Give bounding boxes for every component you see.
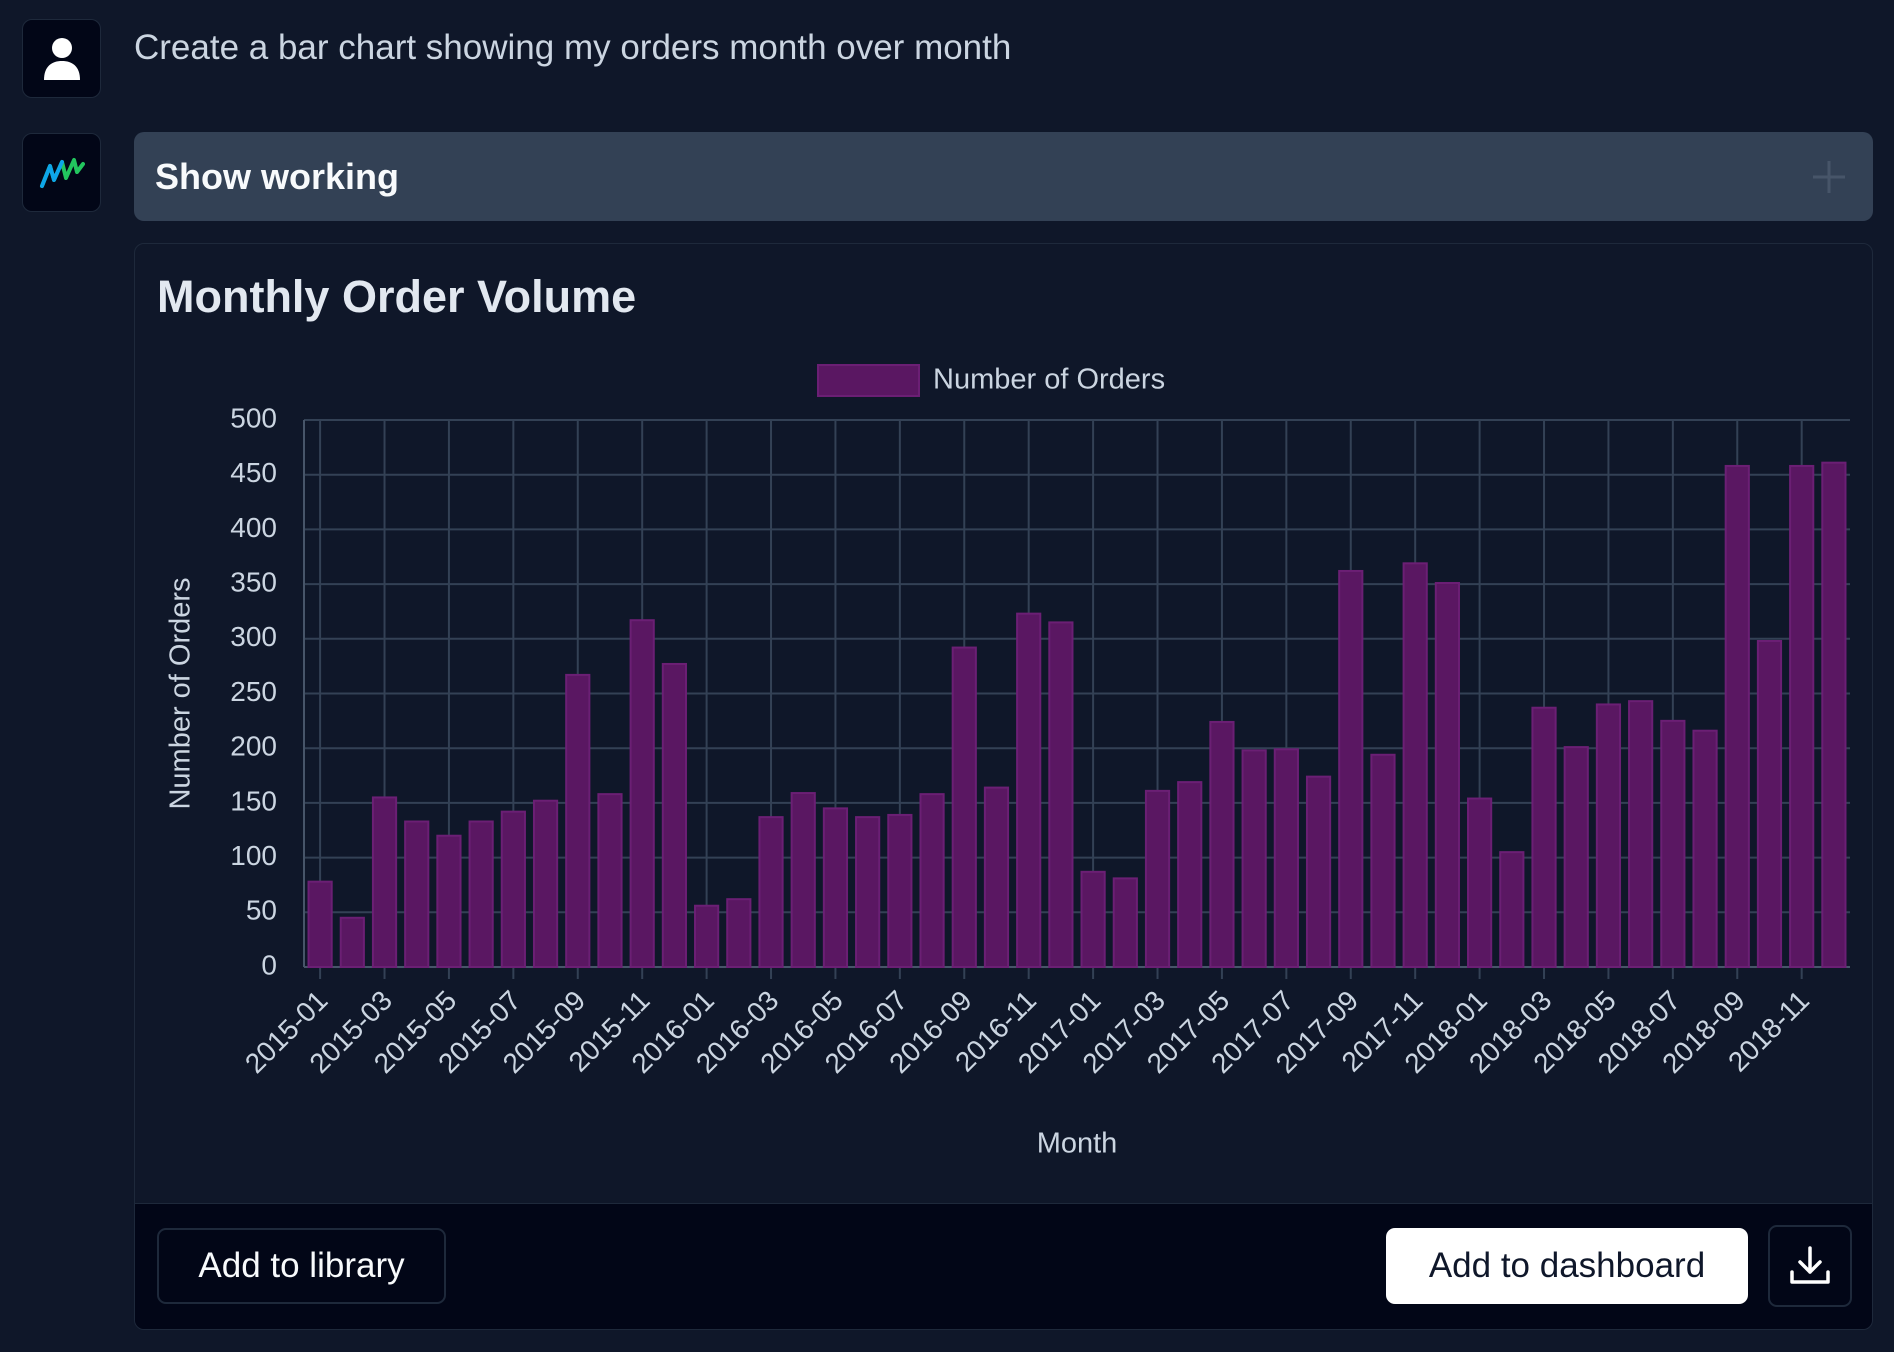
- bar: [1531, 706, 1557, 968]
- bar: [1080, 870, 1106, 969]
- bar: [887, 813, 913, 969]
- bar: [1724, 464, 1750, 968]
- y-tick-label: 50: [246, 895, 277, 926]
- bar: [1144, 789, 1171, 969]
- bar: [597, 793, 623, 969]
- bar: [1692, 729, 1718, 969]
- bar: [1628, 700, 1654, 968]
- bar: [983, 786, 1010, 968]
- legend-swatch: [817, 364, 920, 397]
- show-working-label: Show working: [155, 155, 400, 197]
- bar: [1499, 851, 1525, 969]
- bar: [1434, 582, 1460, 968]
- bar: [1241, 749, 1267, 968]
- bar: [339, 916, 365, 969]
- bar: [565, 673, 591, 968]
- bar: [1370, 753, 1396, 968]
- bar: [1660, 719, 1686, 968]
- bar: [1338, 569, 1364, 968]
- chart: Monthly Order Volume Number of Orders 0 50…: [157, 271, 1850, 1160]
- bar: [790, 792, 816, 969]
- bar: [726, 898, 752, 968]
- y-tick-label: 350: [230, 566, 277, 597]
- bar: [855, 816, 881, 969]
- y-tick-label: 100: [230, 840, 277, 871]
- bar: [1756, 639, 1783, 968]
- bar: [532, 799, 559, 968]
- bar: [919, 793, 945, 969]
- bar: [1467, 797, 1493, 968]
- y-axis-title: Number of Orders: [165, 577, 197, 809]
- bar: [500, 810, 526, 968]
- bar: [1595, 703, 1622, 968]
- bar: [1048, 621, 1074, 968]
- add-to-library-button[interactable]: Add to library: [157, 1228, 446, 1304]
- bar: [822, 807, 849, 968]
- bar: [1016, 612, 1042, 968]
- bar: [468, 820, 494, 968]
- y-tick-label: 0: [261, 949, 277, 980]
- y-tick-label: 250: [230, 676, 277, 707]
- add-to-dashboard-button[interactable]: Add to dashboard: [1386, 1228, 1748, 1304]
- bar: [1402, 562, 1428, 968]
- bar: [694, 904, 720, 969]
- user-icon: [43, 37, 80, 80]
- show-working-toggle[interactable]: Show working: [134, 132, 1873, 221]
- y-tick-label: 300: [230, 621, 277, 652]
- bar: [1563, 746, 1589, 968]
- bar: [1789, 464, 1815, 968]
- x-axis-title: Month: [1037, 1128, 1118, 1160]
- y-tick-label: 150: [230, 785, 277, 816]
- bar: [1821, 461, 1847, 969]
- bar: [1177, 781, 1203, 969]
- bar: [629, 619, 655, 968]
- chart-card: Monthly Order Volume Number of Orders 0 50…: [134, 243, 1873, 1330]
- user-message: Create a bar chart showing my orders mon…: [134, 28, 1012, 67]
- y-tick-label: 200: [230, 731, 277, 762]
- bar: [1209, 720, 1235, 968]
- chart-title: Monthly Order Volume: [157, 271, 636, 322]
- y-tick-label: 450: [230, 457, 277, 488]
- bar: [436, 834, 462, 968]
- bar: [371, 796, 398, 968]
- bar: [1273, 748, 1299, 968]
- card-footer: Add to library Add to dashboard: [135, 1203, 1872, 1329]
- bar: [1305, 775, 1332, 968]
- expand-icon: [1813, 161, 1845, 193]
- bar: [951, 646, 977, 968]
- y-tick-label: 400: [230, 512, 277, 543]
- bar: [661, 662, 687, 968]
- download-button[interactable]: [1768, 1225, 1852, 1307]
- assistant-logo: [39, 157, 85, 188]
- bar: [404, 820, 430, 968]
- legend-label: Number of Orders: [933, 364, 1165, 396]
- bar: [758, 816, 784, 969]
- assistant-avatar: [22, 133, 101, 212]
- y-tick-label: 500: [230, 402, 277, 433]
- user-avatar: [22, 19, 101, 98]
- bar: [1112, 877, 1138, 968]
- bar: [307, 880, 333, 969]
- download-icon: [1790, 1246, 1830, 1284]
